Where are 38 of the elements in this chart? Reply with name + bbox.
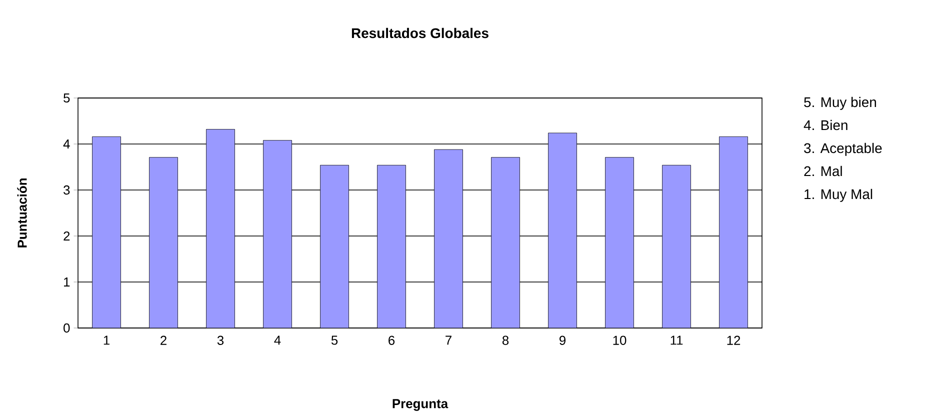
y-tick-label: 5	[64, 93, 70, 103]
x-tick-label: 4	[274, 336, 281, 345]
bar	[377, 164, 406, 328]
bar	[491, 157, 520, 328]
x-tick-label: 2	[160, 336, 166, 345]
text: 1. Muy Mal	[804, 188, 872, 202]
bar	[662, 164, 691, 328]
x-tick-label: 10	[613, 336, 626, 345]
bar	[263, 140, 292, 328]
y-tick-label: 2	[64, 231, 70, 241]
bar	[206, 129, 235, 328]
bar	[605, 157, 634, 328]
x-tick-label: 1	[104, 336, 110, 345]
text: 4. Bien	[804, 120, 848, 130]
x-tick-label: 5	[331, 336, 338, 345]
chart-title: Resultados Globales	[352, 28, 488, 38]
bar	[92, 136, 121, 328]
x-tick-label: 12	[727, 336, 740, 345]
y-tick-label: 1	[64, 278, 70, 286]
x-tick-label: 9	[560, 336, 566, 345]
bar	[719, 136, 748, 328]
text: 5. Muy bien	[804, 96, 876, 110]
y-axis-title: Puntuación	[17, 178, 27, 248]
text: 3. Aceptable	[804, 142, 882, 156]
x-axis-title: Pregunta	[392, 399, 448, 411]
bar	[548, 132, 577, 328]
y-tick-label: 4	[63, 140, 70, 148]
y-tick-label: 3	[64, 185, 70, 195]
y-tick-label: 0	[64, 323, 70, 333]
x-tick-label: 3	[217, 336, 224, 345]
text: 2. Mal	[804, 166, 842, 176]
bar	[149, 157, 178, 328]
bar	[434, 149, 463, 328]
bar	[320, 164, 349, 328]
x-tick-label: 7	[446, 336, 452, 345]
x-tick-label: 6	[388, 336, 395, 345]
x-tick-label: 8	[502, 336, 509, 345]
x-tick-label: 11	[670, 336, 683, 345]
